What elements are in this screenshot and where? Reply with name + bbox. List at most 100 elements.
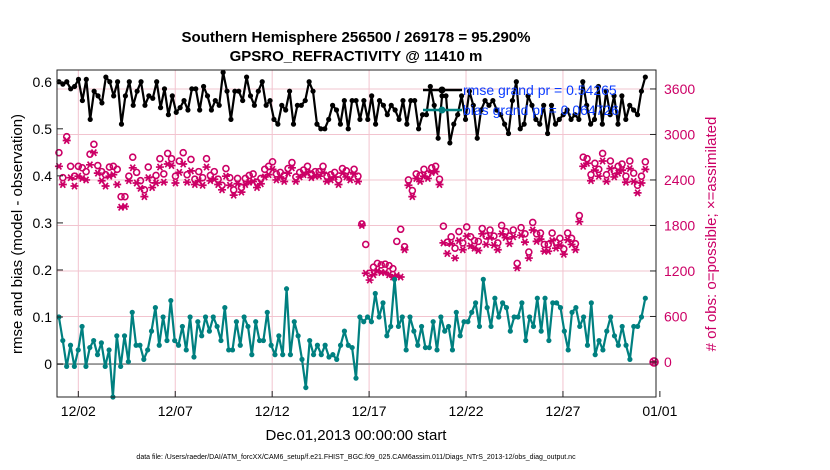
- obs-assimilated-marker: [544, 247, 553, 255]
- bias-point: [372, 290, 378, 297]
- rmse-point: [502, 121, 508, 127]
- rmse-point: [470, 102, 476, 108]
- obs-assimilated-marker: [287, 164, 296, 172]
- bias-point: [577, 323, 583, 330]
- rmse-point: [627, 102, 633, 108]
- obs-assimilated-marker: [559, 250, 568, 258]
- plot-frame: [56, 69, 657, 398]
- obs-possible-marker: [222, 164, 230, 173]
- bias-point: [627, 356, 633, 362]
- rmse-point: [224, 88, 230, 94]
- bias-point: [307, 337, 313, 344]
- rmse-point: [396, 116, 402, 123]
- obs-assimilated-marker: [396, 273, 405, 281]
- rmse-point: [91, 88, 97, 94]
- rmse-point: [204, 93, 211, 99]
- obs-assimilated-marker: [361, 269, 370, 277]
- obs-assimilated-marker: [598, 157, 607, 165]
- bias-point: [592, 352, 598, 358]
- bias-point: [503, 305, 510, 311]
- rmse-point: [349, 97, 355, 104]
- obs-assimilated-marker: [474, 246, 483, 255]
- bias-point: [175, 342, 182, 348]
- obs-assimilated-marker: [439, 239, 448, 247]
- bias-point: [426, 344, 432, 351]
- obs-assimilated-marker: [641, 165, 650, 174]
- rmse-point: [275, 121, 281, 127]
- bias-point: [445, 323, 452, 330]
- bias-point: [222, 305, 228, 311]
- rmse-point: [545, 130, 551, 137]
- obs-possible-marker: [163, 149, 172, 158]
- bias-point: [148, 328, 155, 334]
- bias-point: [623, 342, 629, 348]
- obs-possible-marker: [202, 154, 211, 163]
- bias-point: [260, 337, 267, 344]
- obs-assimilated-marker: [70, 182, 79, 190]
- obs-possible-marker: [144, 163, 153, 171]
- rmse-point: [556, 116, 562, 123]
- rmse-point: [572, 112, 578, 118]
- rmse-point: [521, 121, 527, 127]
- obs-possible-marker: [404, 176, 413, 184]
- obs-possible-marker: [412, 170, 421, 178]
- obs-assimilated-marker: [513, 264, 522, 272]
- obs-assimilated-marker: [482, 240, 491, 249]
- x-tick-label: 12/12: [255, 403, 290, 419]
- rmse-point: [576, 116, 582, 123]
- bias-point: [249, 352, 255, 358]
- obs-assimilated-marker: [140, 192, 149, 201]
- obs-possible-marker: [431, 162, 440, 171]
- rmse-point: [408, 97, 414, 104]
- bias-point: [206, 328, 212, 334]
- legend-rmse-label: rmse grand pr = 0.54265: [463, 82, 617, 98]
- obs-assimilated-marker: [408, 192, 417, 201]
- bias-point: [237, 342, 243, 348]
- bias-point: [318, 352, 324, 358]
- rmse-point: [251, 102, 258, 108]
- rmse-point: [99, 100, 105, 106]
- obs-assimilated-marker: [478, 230, 487, 238]
- rmse-point: [517, 126, 523, 132]
- rmse-point: [357, 116, 363, 123]
- bias-point: [469, 309, 475, 315]
- rmse-point: [369, 93, 375, 99]
- x-tick-label: 01/01: [642, 403, 677, 419]
- bias-point: [496, 314, 502, 320]
- obs-assimilated-marker: [280, 177, 289, 186]
- obs-possible-marker: [245, 171, 254, 180]
- obs-possible-marker: [82, 167, 90, 176]
- rmse-point: [458, 93, 465, 99]
- rmse-point: [482, 97, 488, 104]
- bias-point: [538, 328, 544, 334]
- bias-point: [434, 347, 440, 353]
- bias-point: [422, 344, 429, 351]
- legend: rmse grand pr = 0.54265 bias grand pr = …: [423, 82, 619, 118]
- x-tick-label: 12/22: [449, 403, 484, 419]
- rmse-point: [263, 102, 269, 108]
- bias-point: [399, 314, 405, 320]
- bias-point: [407, 314, 413, 320]
- bias-point: [635, 323, 641, 330]
- bias-point: [295, 333, 301, 339]
- obs-possible-marker: [179, 148, 188, 157]
- bias-point: [118, 363, 124, 370]
- obs-assimilated-marker: [319, 168, 328, 177]
- bias-point: [465, 319, 471, 325]
- rmse-point: [75, 76, 82, 83]
- bias-point: [195, 319, 201, 325]
- rmse-point: [267, 97, 273, 104]
- rmse-point: [322, 126, 328, 132]
- bias-point: [484, 305, 490, 311]
- obs-possible-marker: [117, 192, 125, 201]
- bias-point: [137, 342, 143, 348]
- y-right-tick-label: 1800: [664, 217, 695, 233]
- rmse-point: [71, 83, 78, 90]
- rmse-point: [384, 112, 390, 118]
- obs-assimilated-marker: [505, 239, 514, 248]
- y-left-tick-label: 0.3: [33, 215, 53, 231]
- obs-assimilated-marker: [447, 239, 456, 248]
- rmse-point: [114, 79, 121, 85]
- obs-assimilated-marker: [155, 163, 164, 171]
